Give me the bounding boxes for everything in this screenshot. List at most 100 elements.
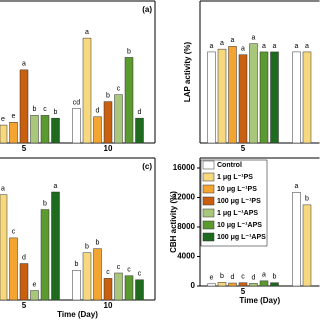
y-tick-label: 12000	[173, 193, 196, 202]
x-axis-label: Time (Day)	[239, 296, 280, 305]
significance-letter: e	[33, 281, 37, 288]
bar	[51, 191, 60, 301]
bar	[228, 282, 237, 287]
bar	[40, 209, 50, 301]
significance-letter: c	[12, 229, 16, 236]
significance-letter: a	[1, 186, 5, 193]
bar	[270, 282, 279, 287]
bar	[93, 248, 102, 301]
legend-swatch	[202, 208, 215, 218]
bar	[124, 57, 134, 144]
significance-letter: c	[117, 86, 121, 93]
significance-letter: b	[33, 106, 37, 113]
x-tick-label: 5	[241, 144, 246, 153]
legend-label: 100 μg L⁻¹PS	[217, 198, 261, 205]
significance-letter: a	[305, 43, 309, 50]
x-axis-label: Time (Day)	[57, 310, 98, 319]
y-tick-label: 0	[191, 281, 196, 290]
x-tick-label: 5	[22, 144, 27, 153]
bar	[292, 192, 301, 287]
legend-swatch	[202, 184, 215, 194]
bar	[114, 272, 123, 301]
y-axis-label: LAP activity (%)	[183, 42, 192, 103]
panel-label: (a)	[142, 5, 152, 14]
bar	[207, 51, 216, 144]
significance-letter: b	[54, 109, 58, 116]
bar	[270, 51, 279, 144]
bar	[103, 101, 113, 144]
bar	[238, 282, 248, 287]
bar	[228, 46, 237, 144]
significance-letter: b	[305, 196, 309, 203]
legend-swatch	[202, 220, 215, 230]
significance-letter: b	[220, 273, 224, 280]
significance-letter: c	[106, 269, 110, 276]
bar	[0, 194, 8, 301]
y-tick-label: 8000	[177, 222, 195, 231]
x-tick-label: 10	[104, 301, 113, 310]
significance-letter: a	[220, 40, 224, 47]
bar	[135, 279, 144, 301]
bar	[82, 37, 92, 144]
bar	[19, 69, 29, 144]
bar	[30, 115, 39, 144]
bar	[30, 290, 39, 301]
legend-label: 10 μg L⁻¹PS	[217, 186, 257, 193]
significance-letter: b	[43, 200, 47, 207]
significance-letter: a	[85, 29, 89, 36]
legend-label: Control	[217, 162, 242, 169]
significance-letter: e	[210, 275, 214, 282]
bar	[259, 280, 269, 287]
bar	[114, 94, 123, 144]
significance-letter: e	[1, 116, 5, 123]
bar	[51, 117, 60, 144]
bar	[40, 115, 50, 144]
legend-label: 100 μg L⁻¹APS	[217, 234, 266, 241]
significance-letter: a	[295, 183, 299, 190]
legend-swatch	[202, 160, 215, 170]
bar	[238, 54, 248, 144]
significance-letter: e	[12, 113, 16, 120]
significance-letter: a	[54, 183, 58, 190]
panel-label: (c)	[142, 162, 152, 171]
bar	[19, 263, 29, 301]
significance-letter: a	[262, 43, 266, 50]
significance-letter: c	[127, 267, 131, 274]
legend-swatch	[202, 196, 215, 206]
bar	[124, 275, 134, 301]
bar	[9, 122, 18, 144]
significance-letter: cd	[73, 99, 81, 106]
bar	[217, 282, 227, 287]
bar	[259, 51, 269, 144]
y-tick-label: 4000	[177, 252, 195, 261]
x-tick-label: 5	[241, 287, 246, 296]
significance-letter: b	[75, 261, 79, 268]
significance-letter: b	[127, 48, 131, 55]
legend-label: 1 μg L⁻¹PS	[217, 174, 253, 181]
significance-letter: d	[138, 109, 142, 116]
significance-letter: b	[85, 244, 89, 251]
bar	[249, 43, 258, 144]
bar	[103, 278, 113, 301]
significance-letter: a	[231, 37, 235, 44]
significance-letter: a	[22, 61, 26, 68]
significance-letter: a	[262, 272, 266, 279]
significance-letter: a	[210, 43, 214, 50]
significance-letter: b	[106, 92, 110, 99]
x-tick-label: 10	[104, 144, 113, 153]
bar	[9, 237, 18, 301]
significance-letter: c	[43, 106, 47, 113]
bar	[72, 270, 81, 301]
bar	[292, 51, 301, 144]
bar	[207, 283, 216, 287]
significance-letter: a	[273, 43, 277, 50]
legend-label: 10 μg L⁻¹APS	[217, 222, 262, 229]
legend-swatch	[202, 172, 215, 182]
significance-letter: a	[252, 34, 256, 41]
y-tick-label: 16000	[173, 163, 196, 172]
legend-label: 1 μg L⁻¹APS	[217, 210, 258, 217]
significance-letter: c	[138, 271, 142, 278]
significance-letter: d	[231, 274, 235, 281]
x-tick-label: 5	[22, 301, 27, 310]
